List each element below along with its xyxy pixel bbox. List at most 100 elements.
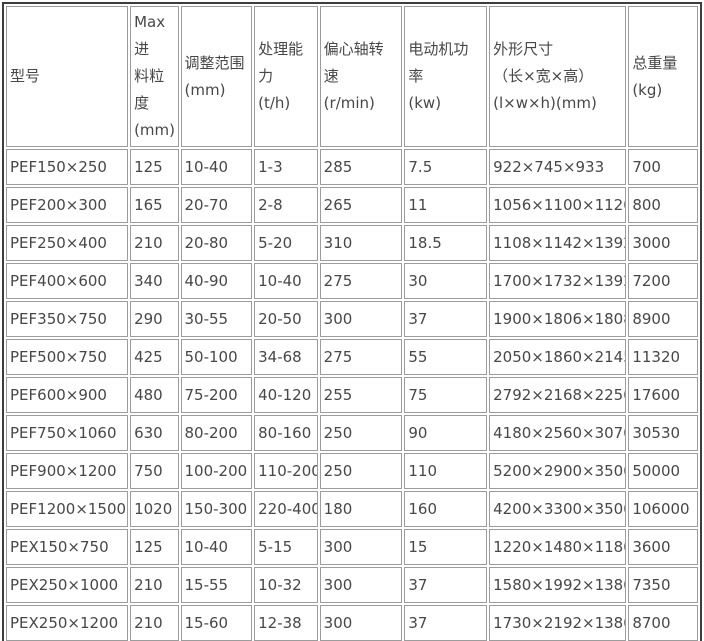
table-body: PEF150×250 125 10-40 1-3 285 7.5 922×745×933 70… bbox=[6, 149, 698, 641]
table-cell: PEF400×600 bbox=[6, 263, 129, 299]
table-cell: PEF150×250 bbox=[6, 149, 129, 185]
table-cell: 12-38 bbox=[254, 605, 318, 641]
column-header: Max进 料粒度 (mm) bbox=[130, 6, 179, 147]
table-cell: 250 bbox=[319, 415, 403, 451]
table-cell: 110 bbox=[404, 453, 488, 489]
table-cell: 40-90 bbox=[180, 263, 253, 299]
table-cell: 480 bbox=[130, 377, 179, 413]
table-cell: 80-160 bbox=[254, 415, 318, 451]
table-cell: 15 bbox=[404, 529, 488, 565]
table-row: PEF350×750 290 30-55 20-50 300 37 1900×1806×18… bbox=[6, 301, 698, 337]
table-cell: 11 bbox=[404, 187, 488, 223]
table-cell: 75-200 bbox=[180, 377, 253, 413]
table-cell: 37 bbox=[404, 301, 488, 337]
table-cell: PEF350×750 bbox=[6, 301, 129, 337]
table-cell: 100-200 bbox=[180, 453, 253, 489]
table-cell: 1108×1142×1392 bbox=[489, 225, 627, 261]
table-cell: PEX150×750 bbox=[6, 529, 129, 565]
table-cell: 210 bbox=[130, 605, 179, 641]
table-cell: 30530 bbox=[628, 415, 698, 451]
table-cell: 125 bbox=[130, 149, 179, 185]
table-row: PEX250×1000 210 15-55 10-32 300 37 1580×1992×1… bbox=[6, 567, 698, 603]
table-cell: 300 bbox=[319, 567, 403, 603]
table-cell: 90 bbox=[404, 415, 488, 451]
table-cell: 37 bbox=[404, 605, 488, 641]
table-row: PEF250×400 210 20-80 5-20 310 18.5 1108×1142×1… bbox=[6, 225, 698, 261]
table-cell: 10-40 bbox=[180, 529, 253, 565]
column-header: 外形尺寸 （长×宽×高） (l×w×h)(mm) bbox=[489, 6, 627, 147]
table-cell: 30 bbox=[404, 263, 488, 299]
table-cell: 2050×1860×2145 bbox=[489, 339, 627, 375]
table-cell: 37 bbox=[404, 567, 488, 603]
table-row: PEF150×250 125 10-40 1-3 285 7.5 922×745×933 70… bbox=[6, 149, 698, 185]
table-cell: 1730×2192×1380 bbox=[489, 605, 627, 641]
table-cell: 275 bbox=[319, 339, 403, 375]
table-cell: 210 bbox=[130, 567, 179, 603]
table-cell: 310 bbox=[319, 225, 403, 261]
table-cell: 106000 bbox=[628, 491, 698, 527]
table-row: PEF500×750 425 50-100 34-68 275 55 2050×1860×2… bbox=[6, 339, 698, 375]
table-cell: 10-40 bbox=[180, 149, 253, 185]
table-cell: 4180×2560×3070 bbox=[489, 415, 627, 451]
table-cell: 1900×1806×1808 bbox=[489, 301, 627, 337]
table-row: PEX150×750 125 10-40 5-15 300 15 1220×1480×118… bbox=[6, 529, 698, 565]
table-cell: 11320 bbox=[628, 339, 698, 375]
table-cell: 10-32 bbox=[254, 567, 318, 603]
table-cell: 165 bbox=[130, 187, 179, 223]
table-cell: PEX250×1200 bbox=[6, 605, 129, 641]
table-cell: 210 bbox=[130, 225, 179, 261]
table-cell: 40-120 bbox=[254, 377, 318, 413]
table-cell: 180 bbox=[319, 491, 403, 527]
column-header: 型号 bbox=[6, 6, 129, 147]
table-cell: 922×745×933 bbox=[489, 149, 627, 185]
table-cell: 55 bbox=[404, 339, 488, 375]
table-cell: 10-40 bbox=[254, 263, 318, 299]
table-cell: 275 bbox=[319, 263, 403, 299]
table-cell: 17600 bbox=[628, 377, 698, 413]
table-cell: 50-100 bbox=[180, 339, 253, 375]
table-cell: 150-300 bbox=[180, 491, 253, 527]
table-cell: 160 bbox=[404, 491, 488, 527]
table-header-row: 型号 Max进 料粒度 (mm) 调整范围 (mm) 处理能力 (t/h) 偏心轴转速 … bbox=[6, 6, 698, 147]
table-cell: PEF750×1060 bbox=[6, 415, 129, 451]
table-cell: 425 bbox=[130, 339, 179, 375]
table-cell: 5-20 bbox=[254, 225, 318, 261]
table-cell: 5200×2900×3500 bbox=[489, 453, 627, 489]
table-cell: 1220×1480×1180 bbox=[489, 529, 627, 565]
table-row: PEX250×1200 210 15-60 12-38 300 37 1730×2192×1… bbox=[6, 605, 698, 641]
table-cell: 300 bbox=[319, 529, 403, 565]
table-cell: 7350 bbox=[628, 567, 698, 603]
table-row: PEF750×1060 630 80-200 80-160 250 90 4180×2560… bbox=[6, 415, 698, 451]
table-cell: 3000 bbox=[628, 225, 698, 261]
table-row: PEF200×300 165 20-70 2-8 265 11 1056×1100×1120… bbox=[6, 187, 698, 223]
table-cell: 110-200 bbox=[254, 453, 318, 489]
column-header: 电动机功率 (kw) bbox=[404, 6, 488, 147]
table-cell: 750 bbox=[130, 453, 179, 489]
table-cell: 3600 bbox=[628, 529, 698, 565]
table-cell: 4200×3300×3500 bbox=[489, 491, 627, 527]
table-cell: 15-60 bbox=[180, 605, 253, 641]
table-cell: 300 bbox=[319, 605, 403, 641]
table-cell: 290 bbox=[130, 301, 179, 337]
table-cell: 7200 bbox=[628, 263, 698, 299]
table-cell: 125 bbox=[130, 529, 179, 565]
column-header: 调整范围 (mm) bbox=[180, 6, 253, 147]
column-header: 偏心轴转速 (r/min) bbox=[319, 6, 403, 147]
table-cell: 30-55 bbox=[180, 301, 253, 337]
table-cell: 2-8 bbox=[254, 187, 318, 223]
table-cell: 20-80 bbox=[180, 225, 253, 261]
table-row: PEF900×1200 750 100-200 110-200 250 110 5200×2… bbox=[6, 453, 698, 489]
column-header: 总重量 (kg) bbox=[628, 6, 698, 147]
table-cell: PEF200×300 bbox=[6, 187, 129, 223]
table-cell: 20-70 bbox=[180, 187, 253, 223]
table-cell: PEF250×400 bbox=[6, 225, 129, 261]
table-row: PEF400×600 340 40-90 10-40 275 30 1700×1732×13… bbox=[6, 263, 698, 299]
table-cell: 2792×2168×2250 bbox=[489, 377, 627, 413]
table-cell: PEF500×750 bbox=[6, 339, 129, 375]
table-cell: 340 bbox=[130, 263, 179, 299]
table-cell: 265 bbox=[319, 187, 403, 223]
table-cell: 800 bbox=[628, 187, 698, 223]
table-cell: 250 bbox=[319, 453, 403, 489]
table-cell: 18.5 bbox=[404, 225, 488, 261]
table-cell: 75 bbox=[404, 377, 488, 413]
